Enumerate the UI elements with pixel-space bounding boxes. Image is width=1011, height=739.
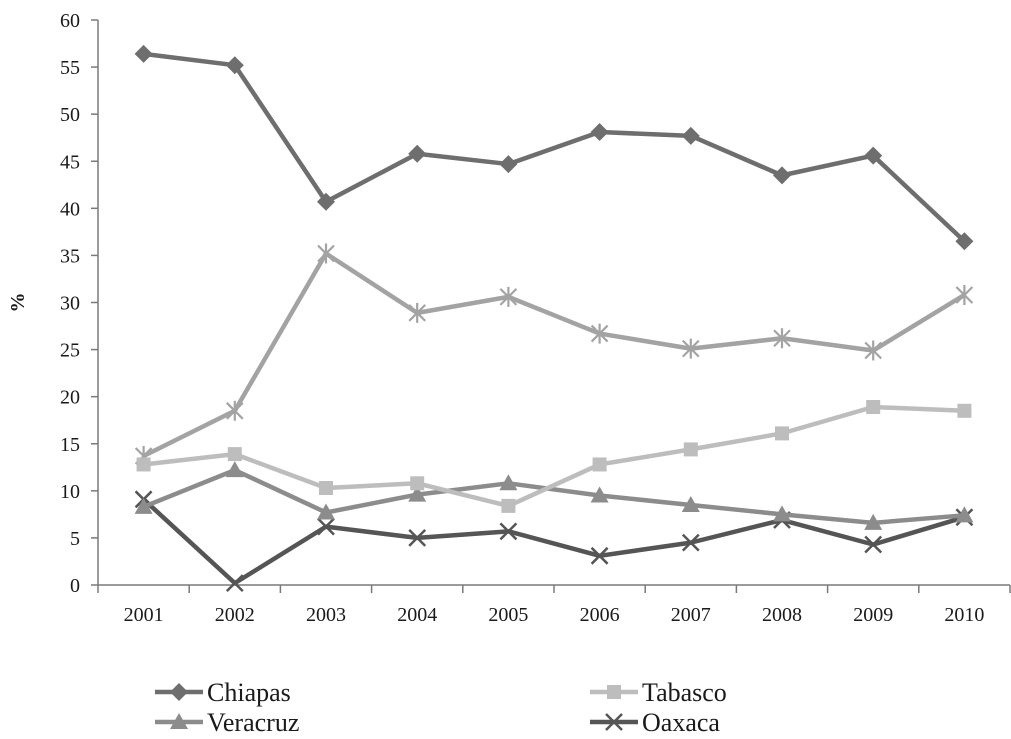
series-layer xyxy=(134,44,974,593)
y-axis-title: % xyxy=(7,293,29,313)
series-unnamed-4 xyxy=(134,243,974,466)
x-tick-label: 2010 xyxy=(944,604,984,626)
data-point xyxy=(408,529,427,547)
data-point xyxy=(773,505,791,522)
y-tick-label: 45 xyxy=(60,151,80,173)
y-tick-label: 15 xyxy=(60,434,80,456)
data-point xyxy=(864,146,883,165)
data-point xyxy=(590,123,609,142)
legend-swatch-marker xyxy=(607,685,621,699)
data-point xyxy=(681,126,700,145)
series-tabasco xyxy=(136,400,972,513)
legend-item-veracruz: Veracruz xyxy=(155,708,299,737)
x-tick-label: 2007 xyxy=(671,604,711,626)
y-tick-label: 25 xyxy=(60,340,80,362)
series-line xyxy=(142,467,965,526)
y-tick-label: 40 xyxy=(60,198,80,220)
data-point xyxy=(408,144,427,163)
data-point xyxy=(225,461,244,478)
series-oaxaca xyxy=(134,490,974,593)
y-tick-label: 30 xyxy=(60,293,80,315)
x-tick-label: 2008 xyxy=(762,604,802,626)
series-chiapas xyxy=(134,44,974,251)
data-point xyxy=(683,442,698,457)
y-tick-label: 0 xyxy=(70,575,80,597)
data-point xyxy=(317,517,335,536)
data-point xyxy=(317,243,335,264)
legend: Chiapas Tabasco Veracruz Oaxaca xyxy=(155,678,727,737)
data-point xyxy=(499,474,518,491)
data-point xyxy=(226,400,244,421)
series-line xyxy=(142,497,966,586)
legend-item-chiapas: Chiapas xyxy=(155,678,291,707)
data-point xyxy=(410,476,425,491)
legend-item-oaxaca: Oaxaca xyxy=(590,708,720,737)
legend-label: Tabasco xyxy=(642,678,727,707)
x-tick-label: 2005 xyxy=(488,604,528,626)
data-point xyxy=(319,481,333,496)
legend-label: Veracruz xyxy=(207,708,299,734)
data-point xyxy=(317,192,335,211)
legend-swatch-marker xyxy=(170,713,188,729)
data-point xyxy=(501,498,516,513)
y-tick-label: 5 xyxy=(70,528,80,550)
y-tick-label: 35 xyxy=(60,245,80,267)
x-tick-label: 2002 xyxy=(215,604,255,626)
x-tick-label: 2003 xyxy=(306,604,346,626)
legend-swatch-marker xyxy=(605,713,623,731)
data-point xyxy=(590,323,609,344)
legend-swatch-marker xyxy=(170,683,188,701)
data-point xyxy=(773,328,791,349)
series-line xyxy=(143,404,965,509)
data-point xyxy=(227,447,242,462)
data-point xyxy=(682,338,700,359)
y-tick-label: 50 xyxy=(60,104,80,126)
y-tick-label: 55 xyxy=(60,57,80,79)
legend-label: Chiapas xyxy=(207,678,291,707)
series-veracruz xyxy=(134,461,974,530)
data-point xyxy=(592,457,607,472)
data-point xyxy=(775,426,789,441)
data-point xyxy=(864,535,883,554)
data-point xyxy=(864,513,883,530)
data-point xyxy=(408,302,426,323)
data-point xyxy=(499,286,518,307)
legend-label: Oaxaca xyxy=(642,708,720,734)
data-point xyxy=(225,56,244,75)
data-point xyxy=(590,486,609,503)
data-point xyxy=(499,522,518,541)
data-point xyxy=(955,506,974,523)
axes: 0 5 10 15 20 25 30 35 40 45 50 55 60 2001 2002 2003 2004… xyxy=(7,10,1011,626)
data-point xyxy=(225,574,244,593)
series-line xyxy=(142,251,966,459)
data-point xyxy=(317,503,335,520)
data-point xyxy=(955,284,974,305)
y-tick-label: 20 xyxy=(60,387,80,409)
x-tick-label: 2006 xyxy=(580,604,620,626)
data-point xyxy=(590,546,609,565)
data-point xyxy=(864,340,882,361)
data-point xyxy=(955,232,974,251)
data-point xyxy=(681,533,700,552)
data-point xyxy=(681,495,700,512)
x-tick-label: 2001 xyxy=(124,604,164,626)
data-point xyxy=(499,155,518,174)
series-line xyxy=(143,51,966,243)
data-point xyxy=(134,497,153,514)
data-point xyxy=(866,400,881,415)
legend-item-tabasco: Tabasco xyxy=(590,678,727,707)
data-point xyxy=(134,44,153,63)
data-point xyxy=(957,403,972,418)
x-tick-label: 2004 xyxy=(397,604,437,626)
y-tick-label: 10 xyxy=(60,481,80,503)
x-tick-label: 2009 xyxy=(853,604,893,626)
data-point xyxy=(773,166,791,185)
data-point xyxy=(408,485,427,502)
data-point xyxy=(136,457,151,472)
y-tick-label: 60 xyxy=(60,10,80,32)
